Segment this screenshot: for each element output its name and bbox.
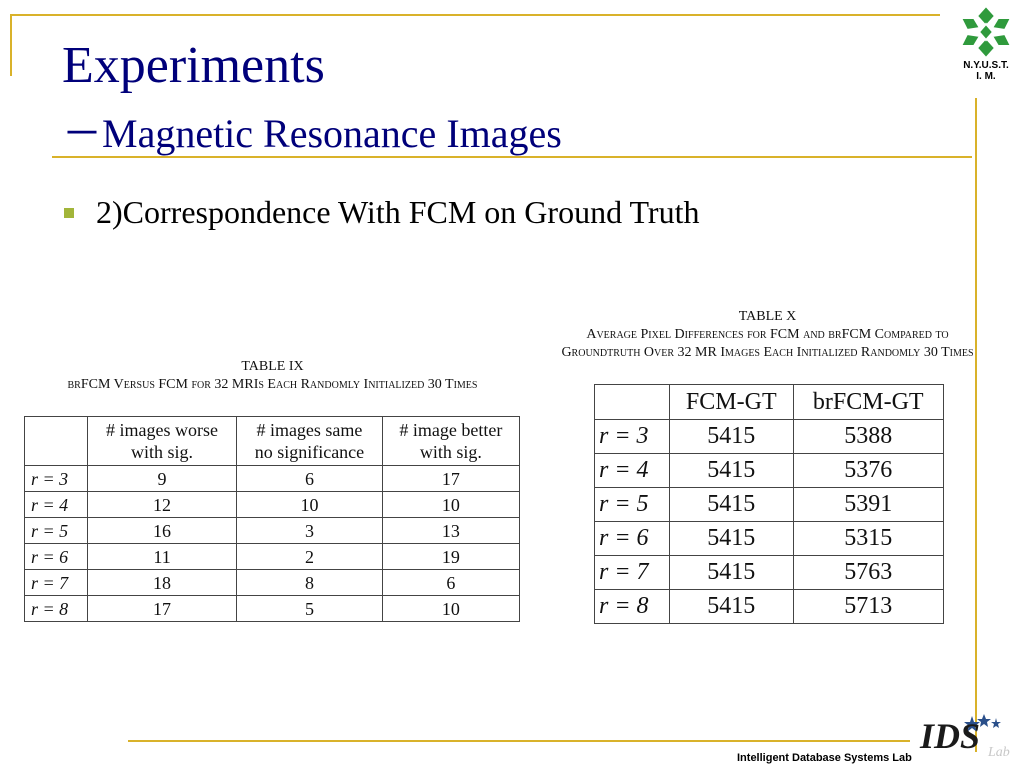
table9-cell: 16	[86, 517, 238, 544]
square-bullet-icon	[64, 207, 74, 218]
table-row: r = 7 18 8 6	[24, 569, 521, 596]
table10-row-label: r = 6	[594, 521, 670, 556]
table9-header-same-line2: no significance	[254, 442, 365, 462]
table-row: r = 3 9 6 17	[24, 465, 521, 492]
table10-cell: 5415	[669, 487, 794, 522]
table-row: r = 6 5415 5315	[594, 521, 945, 556]
table9-header-worse-line1: # images worse	[106, 420, 219, 440]
ids-lab-logo-icon: IDS Lab	[919, 714, 1010, 760]
table9-cell: 11	[86, 543, 238, 570]
bullet-text: 2)Correspondence With FCM on Ground Trut…	[96, 194, 700, 230]
table-row: r = 5 16 3 13	[24, 517, 521, 544]
table10-cell: 5415	[669, 555, 794, 590]
table-row: r = 4 12 10 10	[24, 491, 521, 518]
slide-subtitle: －Magnetic Resonance Images	[62, 111, 562, 156]
table9-header-better-line2: with sig.	[419, 442, 482, 462]
logo-line-2: I. M.	[976, 71, 996, 82]
table-row: r = 3 5415 5388	[594, 419, 945, 454]
table9-cell: 17	[381, 465, 521, 492]
table10-cell: 5376	[792, 453, 945, 488]
table-row: r = 8 5415 5713	[594, 589, 945, 624]
table9-cell: 8	[236, 569, 383, 596]
ids-lab-logo: IDS Lab	[916, 708, 1016, 768]
title-underline-rule	[52, 156, 972, 158]
table10-caption-line2: Groundtruth Over 32 MR Images Each Initi…	[561, 345, 974, 360]
table10-cell: 5415	[669, 589, 794, 624]
table-row: r = 6 11 2 19	[24, 543, 521, 570]
table9-header-worse-line2: with sig.	[131, 442, 194, 462]
table-row: r = 7 5415 5763	[594, 555, 945, 590]
svg-text:Lab: Lab	[987, 745, 1010, 758]
table9-header-same: # images same no significance	[236, 416, 383, 466]
table10-cell: 5763	[792, 555, 945, 590]
logo-line-1: N.Y.U.S.T.	[963, 60, 1009, 71]
table10-row-label: r = 5	[594, 487, 670, 522]
table9-cell: 10	[381, 491, 521, 518]
table9-cell: 5	[236, 595, 383, 622]
table-row: r = 4 5415 5376	[594, 453, 945, 488]
table-x: FCM-GT brFCM-GT r = 3 5415 5388 r = 4 54…	[594, 384, 945, 624]
table10-header-fcm-gt: FCM-GT	[669, 384, 794, 420]
table9-cell: 17	[86, 595, 238, 622]
table9-header-same-line1: # images same	[256, 420, 363, 440]
table10-header-empty	[594, 384, 670, 420]
table-row: r = 5 5415 5391	[594, 487, 945, 522]
footer-lab-name: Intelligent Database Systems Lab	[737, 752, 912, 764]
table9-row-label: r = 8	[24, 595, 88, 622]
table10-cell: 5415	[669, 419, 794, 454]
footer-rule	[128, 740, 910, 742]
table9-header-better-line1: # image better	[399, 420, 503, 440]
table9-cell: 10	[236, 491, 383, 518]
table9-cell: 13	[381, 517, 521, 544]
table10-caption-title: TABLE X	[738, 309, 797, 324]
table10-cell: 5315	[792, 521, 945, 556]
table9-header-better: # image better with sig.	[381, 416, 521, 466]
snowflake-logo-icon	[959, 4, 1013, 60]
table10-caption-line1: Average Pixel Differences for FCM and br…	[586, 327, 949, 342]
table10-cell: 5415	[669, 521, 794, 556]
table9-row-label: r = 4	[24, 491, 88, 518]
table9-cell: 18	[86, 569, 238, 596]
table9-cell: 6	[381, 569, 521, 596]
table9-header-worse: # images worse with sig.	[86, 416, 238, 466]
table10-row-label: r = 7	[594, 555, 670, 590]
table10-cell: 5391	[792, 487, 945, 522]
table10-cell: 5415	[669, 453, 794, 488]
frame-right-rule	[975, 98, 977, 752]
table10-row-label: r = 4	[594, 453, 670, 488]
table10-cell: 5713	[792, 589, 945, 624]
table9-cell: 6	[236, 465, 383, 492]
frame-left-rule	[10, 14, 12, 76]
table-ix: # images worse with sig. # images same n…	[24, 416, 521, 622]
table10-row-label: r = 8	[594, 589, 670, 624]
table9-row-label: r = 5	[24, 517, 88, 544]
table10-header-row: FCM-GT brFCM-GT	[594, 384, 945, 420]
svg-text:IDS: IDS	[919, 716, 980, 756]
table9-row-label: r = 6	[24, 543, 88, 570]
bullet-item: 2)Correspondence With FCM on Ground Trut…	[64, 194, 699, 231]
table9-cell: 3	[236, 517, 383, 544]
table-row: r = 8 17 5 10	[24, 595, 521, 622]
table9-header-row: # images worse with sig. # images same n…	[24, 416, 521, 466]
slide-title: Experiments	[62, 37, 325, 94]
table10-header-brfcm-gt: brFCM-GT	[792, 384, 945, 420]
table9-row-label: r = 7	[24, 569, 88, 596]
frame-top-rule	[10, 14, 940, 16]
table9-caption-text: brFCM Versus FCM for 32 MRIs Each Random…	[67, 377, 478, 392]
table9-caption-title: TABLE IX	[241, 359, 304, 374]
table9-cell: 10	[381, 595, 521, 622]
table9-header-empty	[24, 416, 88, 466]
table9-cell: 9	[86, 465, 238, 492]
university-logo: N.Y.U.S.T. I. M.	[950, 4, 1022, 90]
table10-row-label: r = 3	[594, 419, 670, 454]
table9-cell: 2	[236, 543, 383, 570]
table9-row-label: r = 3	[24, 465, 88, 492]
table10-cell: 5388	[792, 419, 945, 454]
table9-cell: 19	[381, 543, 521, 570]
table9-cell: 12	[86, 491, 238, 518]
